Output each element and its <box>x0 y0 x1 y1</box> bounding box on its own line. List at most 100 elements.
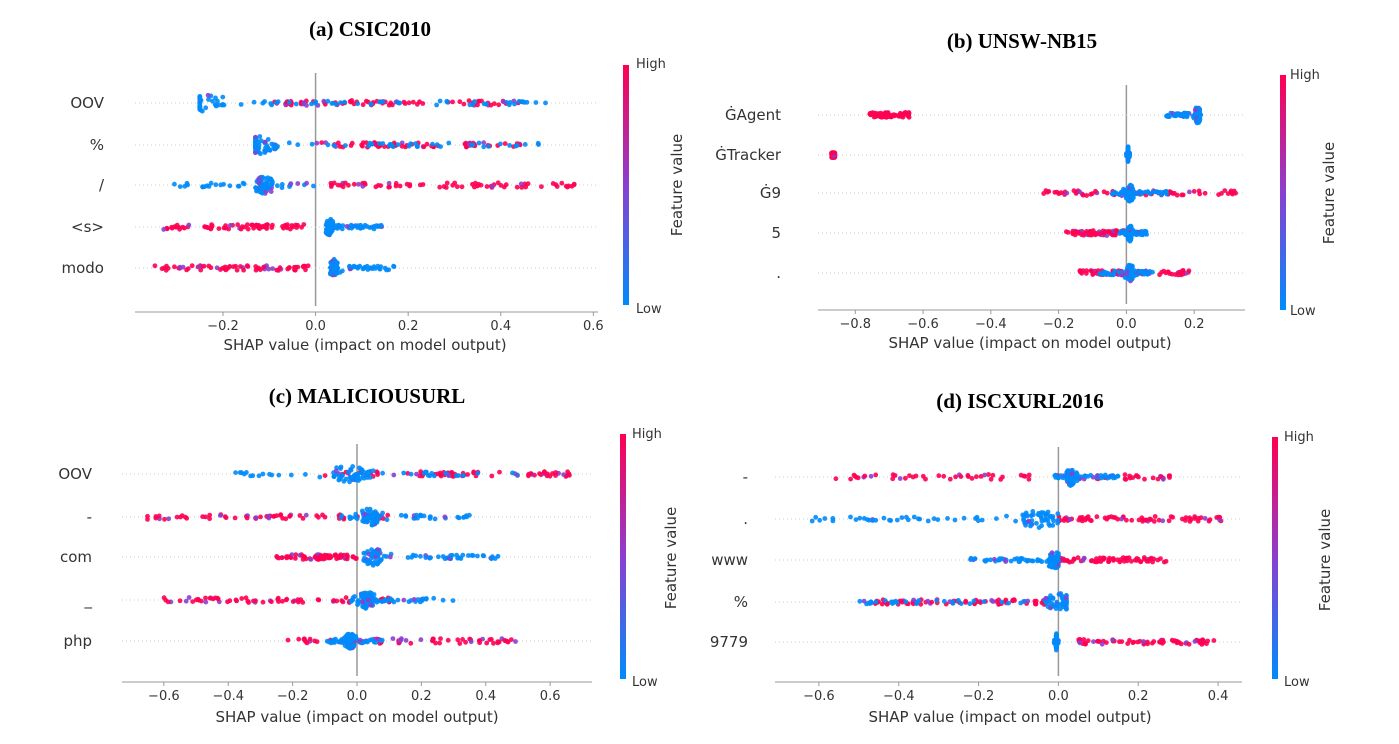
shap-point <box>166 516 172 522</box>
shap-point <box>457 641 463 646</box>
shap-point <box>390 102 395 108</box>
shap-point <box>1134 556 1140 561</box>
shap-point <box>953 474 958 480</box>
shap-point <box>1117 639 1122 645</box>
shap-point <box>848 514 853 520</box>
shap-point <box>403 514 409 519</box>
feature-row <box>1041 182 1238 204</box>
shap-point <box>497 469 502 475</box>
shap-point <box>1077 268 1083 274</box>
shap-point <box>333 468 339 474</box>
shap-point <box>338 466 343 471</box>
shap-point <box>275 183 280 189</box>
shap-point <box>300 553 305 559</box>
shap-point <box>256 223 262 228</box>
shap-point <box>200 514 206 520</box>
shap-point <box>498 141 503 147</box>
shap-point <box>1090 272 1096 277</box>
shap-point <box>1076 474 1082 480</box>
shap-point <box>1026 472 1032 478</box>
shap-point <box>1166 114 1172 119</box>
shap-point <box>295 222 300 228</box>
shap-point <box>367 506 373 512</box>
shap-point <box>1222 188 1228 194</box>
shap-point <box>1145 269 1151 275</box>
shap-point <box>1134 272 1140 278</box>
shap-point <box>269 102 275 108</box>
shap-point <box>362 511 368 517</box>
shap-point <box>161 265 167 271</box>
shap-point <box>301 222 307 227</box>
shap-point <box>897 476 903 481</box>
shap-point <box>830 150 835 156</box>
shap-point <box>1142 189 1148 195</box>
shap-point <box>348 143 354 148</box>
shap-point <box>925 598 931 604</box>
shap-point <box>1054 559 1060 564</box>
shap-point <box>502 141 508 147</box>
shap-point <box>380 141 386 146</box>
shap-point <box>381 553 387 559</box>
shap-point <box>450 598 456 603</box>
shap-point <box>533 100 539 105</box>
colorbar-gradient <box>1272 437 1278 679</box>
shap-point <box>936 473 942 479</box>
shap-point <box>397 183 403 189</box>
shap-point <box>304 180 309 186</box>
shap-point <box>173 224 179 230</box>
shap-point <box>1160 518 1166 524</box>
shap-point <box>387 554 393 560</box>
shap-point <box>1205 638 1211 644</box>
shap-point <box>1077 640 1083 646</box>
shap-point <box>363 98 369 104</box>
x-tick-label: −0.4 <box>883 689 915 704</box>
shap-point <box>326 226 332 232</box>
shap-point <box>1118 272 1124 278</box>
shap-point <box>561 472 566 477</box>
shap-point <box>882 112 888 118</box>
shap-point <box>1069 471 1075 477</box>
shap-point <box>169 224 175 230</box>
shap-point <box>935 517 941 522</box>
shap-point <box>1050 595 1056 601</box>
shap-point <box>336 639 341 644</box>
colorbar-title: Feature value <box>662 507 680 609</box>
shap-point <box>347 479 352 485</box>
shap-point <box>274 513 280 518</box>
shap-point <box>1187 189 1192 195</box>
shap-point <box>541 469 547 475</box>
shap-point <box>344 224 350 229</box>
shap-point <box>990 599 996 604</box>
shap-point <box>270 222 275 228</box>
shap-point <box>347 99 353 104</box>
shap-point <box>1004 513 1009 519</box>
shap-point <box>262 139 268 145</box>
shap-point <box>1111 515 1117 520</box>
feature-label: OOV <box>70 94 104 112</box>
shap-point <box>337 474 342 480</box>
shap-point <box>276 599 281 604</box>
shap-point <box>1026 476 1032 482</box>
shap-point <box>350 644 355 649</box>
shap-point <box>369 555 374 561</box>
shap-point <box>1052 473 1058 478</box>
shap-point <box>1122 476 1128 482</box>
x-axis-label: SHAP value (impact on model output) <box>888 334 1171 352</box>
shap-point <box>958 601 964 606</box>
shap-point <box>1110 232 1116 238</box>
shap-point <box>374 518 380 523</box>
shap-point <box>256 265 261 271</box>
shap-point <box>371 560 376 566</box>
shap-point <box>253 142 258 148</box>
feature-row <box>285 631 518 651</box>
shap-point <box>997 557 1002 563</box>
shap-point <box>495 553 501 559</box>
shap-point <box>1088 268 1094 274</box>
shap-point <box>218 267 223 272</box>
colorbar: High Low Feature value <box>1280 68 1338 319</box>
shap-point <box>303 472 308 477</box>
shap-point <box>1104 475 1110 481</box>
colorbar-gradient <box>1280 75 1286 310</box>
shap-point <box>216 226 222 232</box>
shap-point <box>354 516 360 522</box>
